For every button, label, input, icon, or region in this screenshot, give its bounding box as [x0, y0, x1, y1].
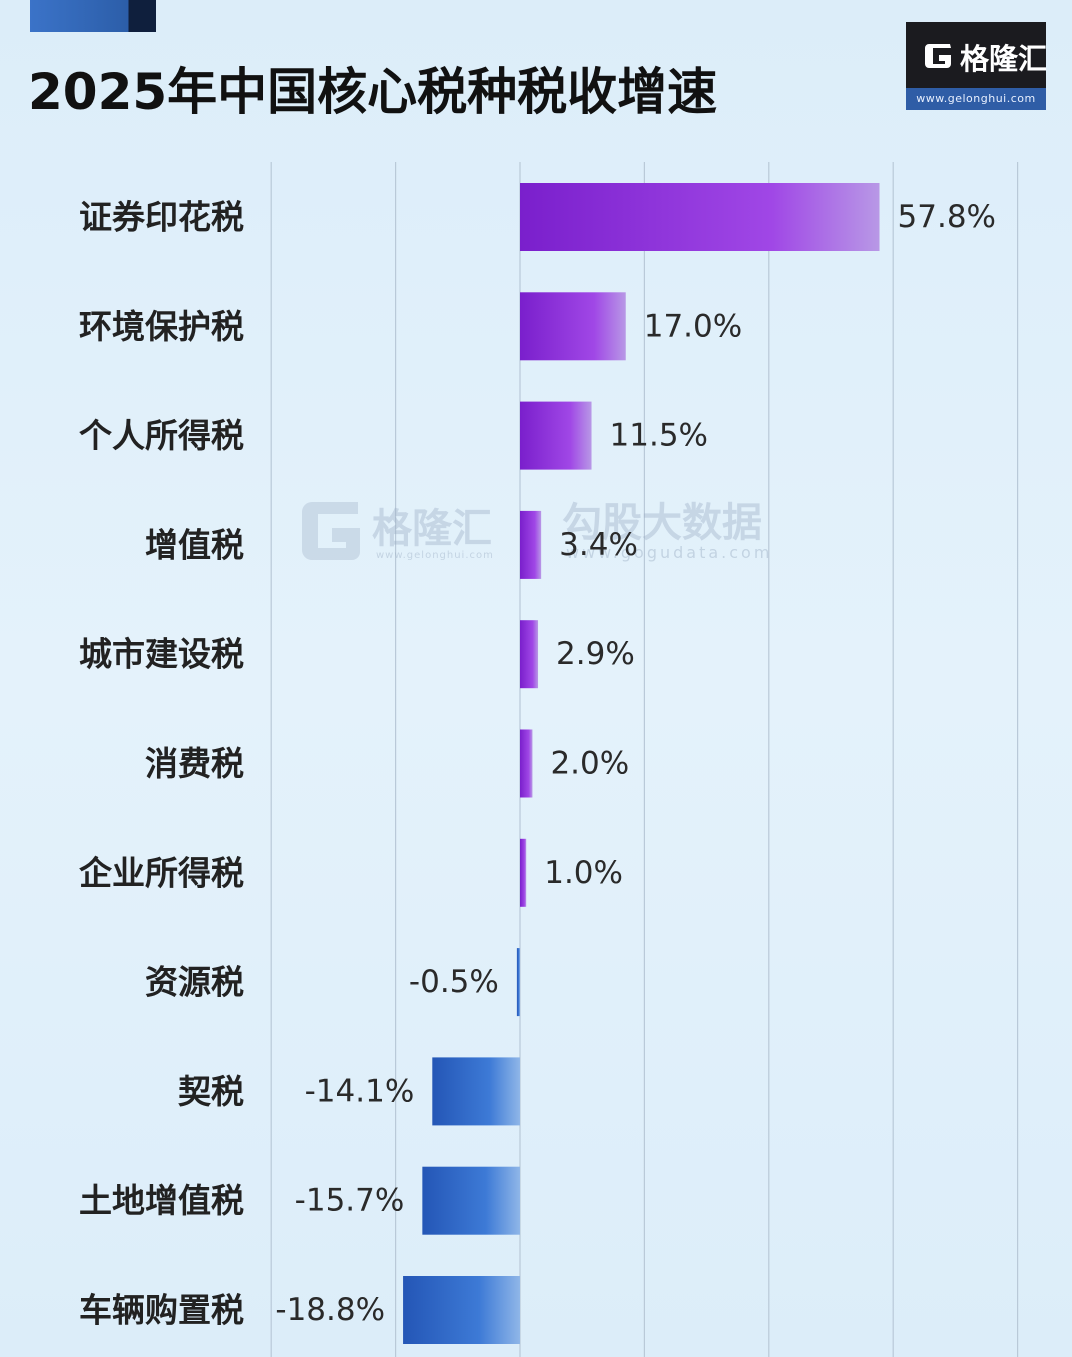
bar — [422, 1166, 520, 1235]
watermark-layer: 格隆汇 www.gelonghui.com 勾股大数据 www.gogudata… — [302, 500, 772, 562]
bar — [520, 510, 542, 579]
category-label: 土地增值税 — [79, 1181, 244, 1220]
value-label: -14.1% — [305, 1073, 415, 1109]
category-label: 资源税 — [145, 963, 244, 1002]
watermark-gogudata-text: 勾股大数据 — [562, 500, 762, 546]
watermark-gelonghui-text: 格隆汇 — [372, 506, 492, 552]
value-label: -0.5% — [409, 964, 499, 1000]
category-label: 车辆购置税 — [79, 1291, 244, 1330]
value-label: 57.8% — [898, 199, 996, 235]
value-label: 17.0% — [644, 308, 742, 344]
bar — [432, 1057, 520, 1126]
bar — [520, 183, 880, 251]
brand-logo: 格隆汇 www.gelonghui.com — [906, 22, 1048, 110]
bar-chart: 格隆汇 www.gelonghui.com 勾股大数据 www.gogudata… — [79, 162, 1019, 1357]
value-label: 2.9% — [556, 636, 635, 672]
bar — [520, 292, 626, 361]
category-label: 城市建设税 — [79, 635, 244, 674]
category-label: 证券印花税 — [79, 198, 244, 237]
value-label: 2.0% — [550, 746, 629, 782]
header-accent-tab — [30, 0, 156, 32]
value-label: 3.4% — [559, 527, 638, 563]
bar — [516, 948, 520, 1017]
bar — [520, 620, 539, 689]
category-label: 环境保护税 — [79, 307, 244, 346]
bar — [520, 838, 527, 907]
bars — [403, 183, 880, 1344]
bar — [403, 1276, 520, 1344]
bar — [520, 401, 592, 470]
brand-logo-url: www.gelonghui.com — [906, 88, 1046, 110]
category-label: 个人所得税 — [79, 416, 244, 455]
category-label: 企业所得税 — [79, 853, 244, 892]
brand-logo-text: 格隆汇 — [960, 42, 1048, 76]
watermark-gelonghui-url: www.gelonghui.com — [376, 550, 494, 561]
watermark-logo-icon — [302, 502, 360, 560]
labels: 证券印花税 57.8% 环境保护税 17.0% 个人所得税 11.5% 增值税 3.4% 城市建… — [79, 198, 996, 1330]
category-label: 消费税 — [145, 744, 244, 783]
brand-logo-icon — [925, 44, 951, 68]
watermark-gogudata: 勾股大数据 www.gogudata.com — [562, 500, 772, 562]
value-label: 11.5% — [610, 418, 708, 454]
category-label: 契税 — [178, 1072, 244, 1111]
chart-title: 2025年中国核心税种税收增速 — [28, 63, 718, 121]
watermark-gelonghui: 格隆汇 www.gelonghui.com — [302, 502, 494, 561]
value-label: 1.0% — [544, 855, 623, 891]
value-label: -18.8% — [275, 1292, 385, 1328]
bar — [520, 729, 533, 798]
value-label: -15.7% — [295, 1183, 405, 1219]
category-label: 增值税 — [145, 525, 244, 564]
watermark-gogudata-url: www.gogudata.com — [566, 543, 772, 562]
